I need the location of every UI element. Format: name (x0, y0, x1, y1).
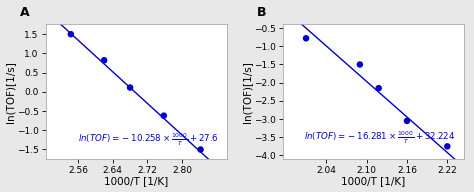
Text: $ln(\mathit{TOF}) = -16.281 \times \frac{1000}{T} + 32.224$: $ln(\mathit{TOF}) = -16.281 \times \frac… (304, 129, 456, 146)
Point (160, 114, 168, 117)
Point (126, 86, 134, 89)
Point (197, 148, 204, 151)
Point (356, 63, 364, 66)
Point (444, 145, 451, 148)
Text: A: A (20, 6, 30, 19)
Point (403, 119, 411, 122)
Text: $ln(\mathit{TOF}) = -10.258 \times \frac{1000}{T} + 27.6$: $ln(\mathit{TOF}) = -10.258 \times \frac… (79, 132, 219, 148)
Point (67, 33, 74, 36)
X-axis label: 1000/T [1/K]: 1000/T [1/K] (104, 176, 169, 186)
Point (302, 37, 310, 40)
Point (375, 87, 383, 90)
Y-axis label: ln(TOF)[1/s]: ln(TOF)[1/s] (242, 61, 252, 123)
Point (100, 59, 108, 62)
Text: B: B (257, 6, 266, 19)
Y-axis label: ln(TOF)[1/s]: ln(TOF)[1/s] (6, 61, 16, 123)
X-axis label: 1000/T [1/K]: 1000/T [1/K] (341, 176, 405, 186)
